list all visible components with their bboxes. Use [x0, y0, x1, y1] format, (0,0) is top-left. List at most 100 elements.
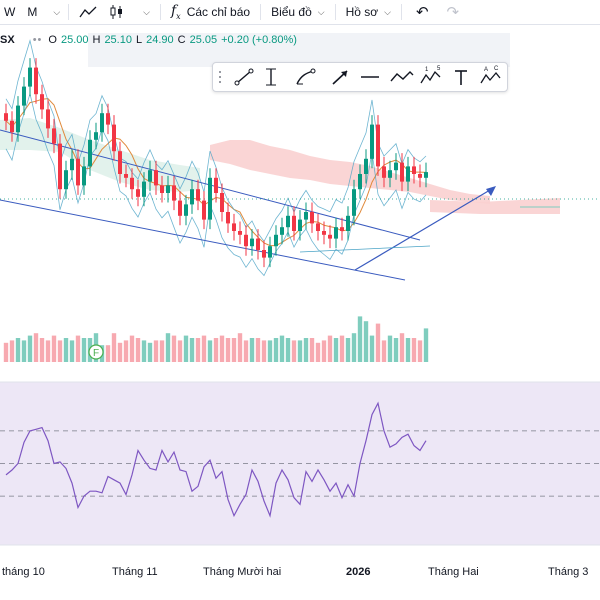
drag-handle-icon[interactable]	[219, 71, 221, 83]
event-marker-letter: F	[93, 348, 99, 359]
projection-arrow-line	[354, 189, 491, 271]
candle	[130, 177, 134, 190]
undo-button[interactable]: ↶	[406, 0, 439, 24]
x-axis-label: 2026	[346, 566, 371, 578]
candlestick-button[interactable]	[103, 0, 131, 24]
candle	[178, 200, 182, 216]
fib-icon[interactable]	[296, 68, 316, 85]
legend-dots-icon[interactable]: ••	[32, 34, 43, 46]
arrow-icon[interactable]	[332, 70, 348, 85]
redo-button[interactable]: ↷	[439, 0, 468, 24]
candle	[334, 227, 338, 239]
interval-menu-chevron[interactable]: ⌵	[43, 0, 64, 24]
volume-bar	[363, 321, 369, 362]
volume-bar	[147, 342, 153, 362]
volume-bar	[279, 335, 285, 362]
rsi-line	[5, 401, 427, 518]
volume-bar	[351, 333, 357, 362]
legend-low: 24.90	[146, 34, 174, 46]
trend-channel-lower	[0, 199, 406, 281]
candle	[394, 162, 398, 171]
volume-bar	[159, 340, 165, 362]
volume-bar	[393, 338, 399, 362]
chevron-down-icon: ⌵	[384, 6, 391, 17]
legend-l-label: L	[135, 34, 143, 46]
abcd-pattern-icon[interactable]: A C	[480, 66, 501, 84]
candle	[322, 231, 326, 235]
toolbar-divider	[159, 4, 161, 20]
volume-bar	[333, 338, 339, 362]
interval-w-button[interactable]: W	[4, 5, 16, 19]
legend-h-label: H	[92, 34, 101, 46]
text-icon[interactable]	[455, 70, 467, 85]
candle	[46, 109, 50, 129]
volume-bar	[141, 340, 147, 362]
candle	[124, 174, 128, 178]
volume-bar	[177, 340, 183, 362]
toolbar-divider	[68, 4, 70, 20]
volume-bar	[63, 338, 69, 362]
volume-bar	[21, 340, 27, 362]
indicators-button[interactable]: fx Các chỉ báo	[165, 0, 256, 24]
candle	[112, 124, 116, 152]
symbol-legend: SX •• O 25.00 H 25.10 L 24.90 C 25.05 +0.20 …	[0, 34, 297, 46]
interval-m-button[interactable]: M	[27, 5, 38, 19]
volume-bar	[309, 338, 315, 362]
volume-bar	[9, 340, 15, 362]
trend-line-icon[interactable]	[234, 68, 254, 86]
candle	[418, 174, 422, 178]
candle	[412, 166, 416, 174]
toolbar-divider	[334, 4, 336, 20]
candle	[310, 212, 314, 224]
legend-o-label: O	[48, 34, 57, 46]
volume-bar	[345, 338, 351, 362]
candle	[202, 200, 206, 220]
event-marker-icon[interactable]	[88, 344, 104, 360]
volume-bar	[339, 335, 345, 362]
elliott-wave-icon[interactable]: 1 5	[420, 66, 441, 84]
x-axis-label: Tháng Hai	[428, 566, 479, 578]
chevron-down-icon: ⌵	[317, 6, 325, 17]
candle	[298, 219, 302, 231]
undo-icon: ↶	[415, 4, 429, 21]
candle	[106, 113, 110, 125]
candle	[244, 234, 248, 247]
candle	[88, 139, 92, 167]
volume-bar	[183, 335, 189, 362]
legend-open: 25.00	[60, 34, 89, 46]
x-axis-label: Tháng Mười hai	[203, 566, 282, 578]
candle	[370, 124, 374, 159]
line-chart-icon	[79, 6, 97, 18]
legend-high: 25.10	[104, 34, 132, 46]
candle	[22, 86, 26, 106]
volume-bar	[387, 335, 393, 362]
volume-bar	[243, 340, 249, 362]
candle	[238, 231, 242, 235]
legend-c-label: C	[177, 34, 186, 46]
tooltip-shadow	[88, 33, 510, 67]
volume-bar	[405, 338, 411, 362]
candle	[118, 151, 122, 174]
volume-bar	[3, 342, 9, 362]
path-icon[interactable]	[390, 71, 414, 82]
drawing-toolbar: 1 5 A C	[212, 62, 508, 92]
volume-bar	[411, 338, 417, 362]
chart-menu-button[interactable]: Biểu đồ ⌵	[265, 0, 331, 24]
volume-bar	[255, 338, 261, 362]
projection-arrowhead	[486, 186, 496, 196]
volume-bar	[423, 328, 429, 362]
candle	[64, 170, 68, 190]
volume-bar	[57, 340, 63, 362]
trend-angle-icon[interactable]	[266, 68, 276, 86]
candle	[292, 215, 296, 231]
candle	[196, 189, 200, 201]
candle	[4, 113, 8, 121]
profile-menu-button[interactable]: Hồ sơ ⌵	[340, 0, 397, 24]
cloud-bearish	[210, 140, 490, 204]
legend-close: 25.05	[189, 34, 218, 46]
candle	[358, 174, 362, 190]
line-chart-button[interactable]	[73, 0, 103, 24]
chart-type-chevron[interactable]: ⌵	[131, 0, 156, 24]
volume-bar	[51, 335, 57, 362]
